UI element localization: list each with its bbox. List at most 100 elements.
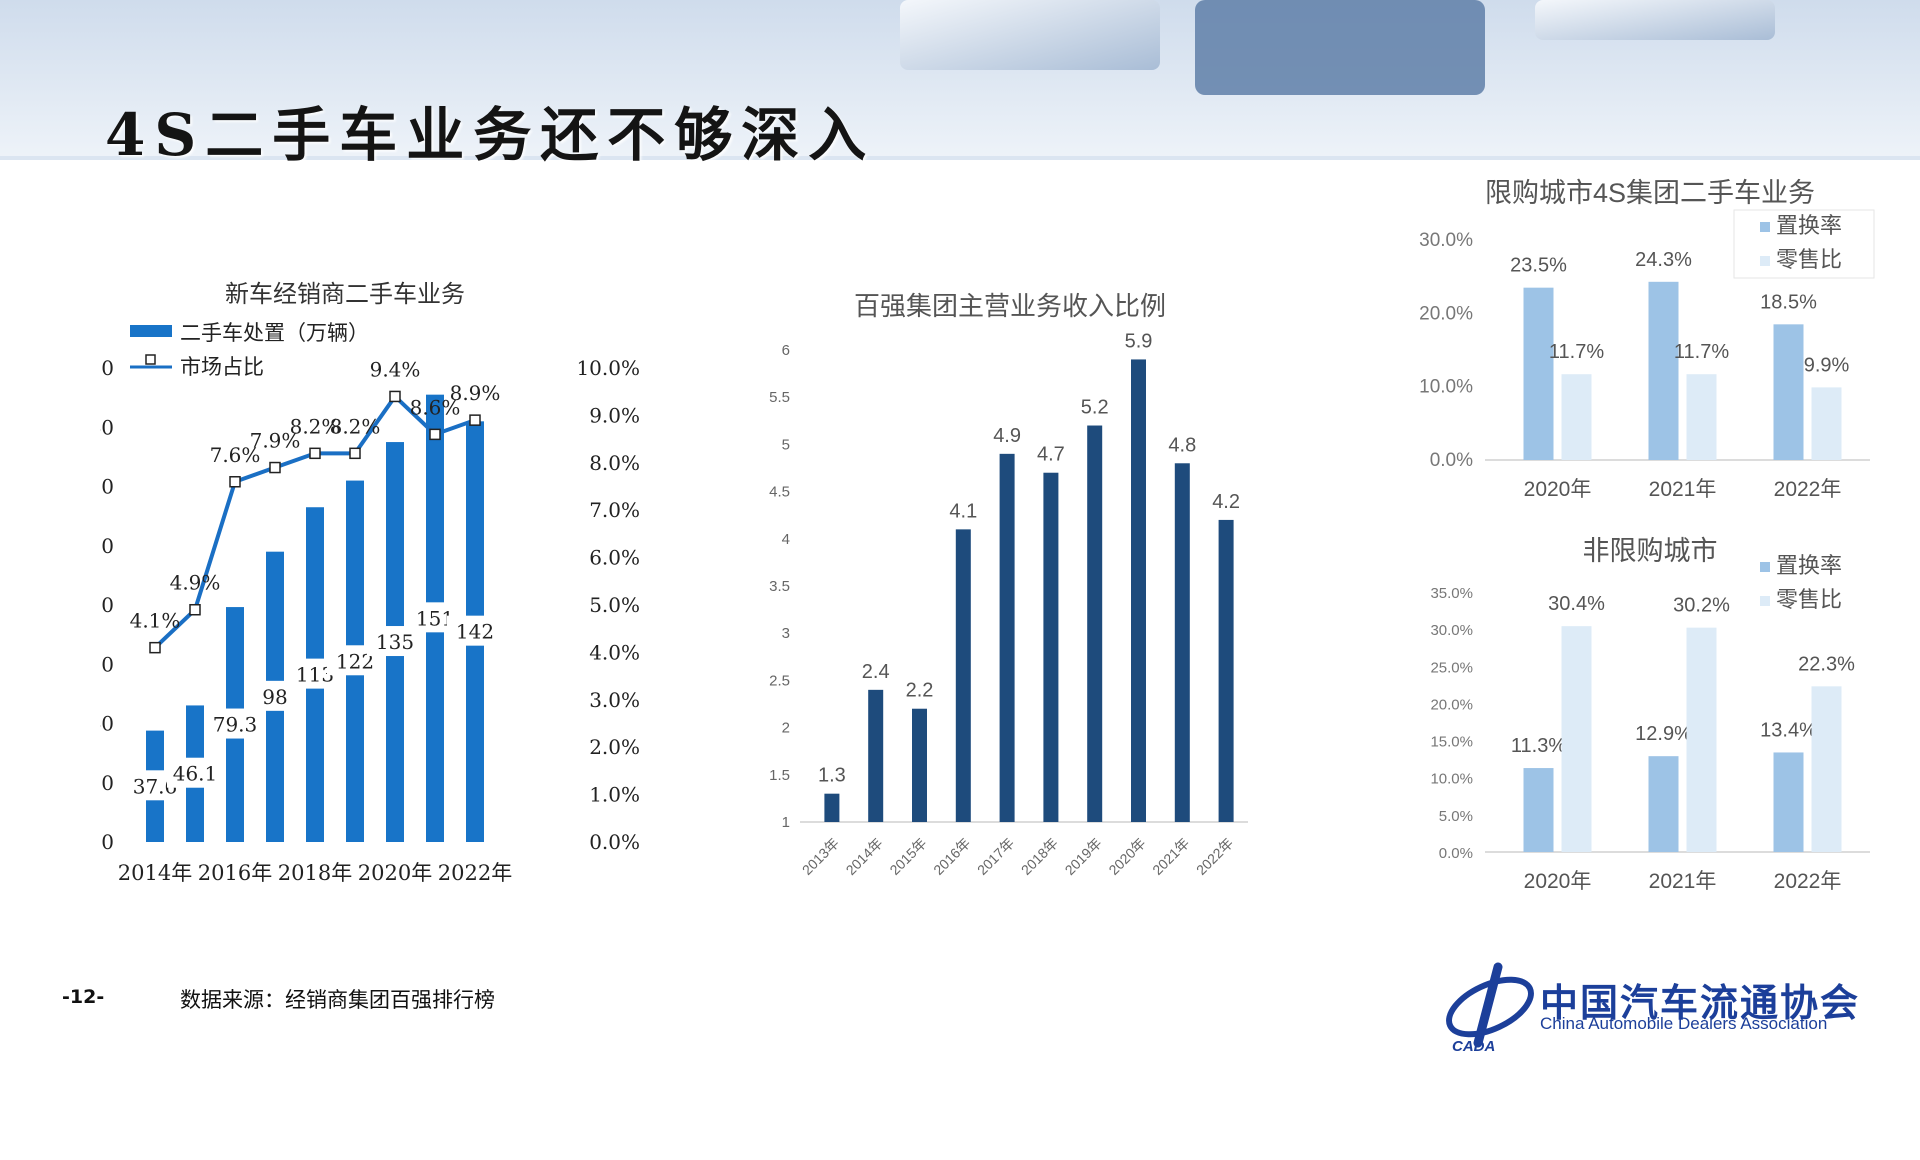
bar-data-label: 5.2 — [1081, 397, 1109, 419]
y-tick-label: 0.0% — [1439, 845, 1473, 862]
line-marker — [389, 390, 401, 403]
y-tick-label: 3.5 — [769, 578, 790, 595]
bar-label-bg — [167, 757, 223, 788]
legend-label: 置换率 — [1776, 553, 1842, 578]
y-tick-label: 5.0% — [1439, 808, 1473, 825]
bar-data-label: 1.3 — [818, 765, 846, 787]
bar — [1131, 359, 1146, 822]
chart-restricted-cities: 限购城市4S集团二手车业务 0.0% 10.0% 20.0% 30.0% 23.5% 11.… — [1419, 178, 1875, 500]
chart-title: 新车经销商二手车业务 — [225, 280, 465, 308]
y-tick-label: 20.0% — [1430, 696, 1473, 713]
bar — [1686, 374, 1717, 460]
bar — [1523, 768, 1554, 852]
bar-data-label: 12.9% — [1635, 723, 1692, 745]
legend-label: 二手车处置（万辆） — [180, 321, 369, 345]
y-right-tick-label: 4.0% — [589, 640, 640, 664]
y-tick-label: 2.5 — [769, 672, 790, 689]
x-tick-label: 2016年 — [198, 861, 272, 885]
chart-top100-revenue-ratio: 百强集团主营业务收入比例 1 1.5 2 2.5 3 3.5 4 4.5 5 5.5 6 1.3 2013… — [769, 291, 1248, 878]
chart-unrestricted-cities: 非限购城市 0.0% 5.0% 10.0% 15.0% 20.0% 25.0% 30.0% 35… — [1430, 536, 1870, 893]
bar — [912, 708, 927, 822]
y-tick-label: 3 — [782, 625, 790, 642]
bar — [999, 453, 1015, 822]
bar-data-label: 4.8 — [1168, 434, 1196, 456]
y-tick-label: 1 — [782, 814, 790, 831]
x-tick-label: 2020年 — [1524, 870, 1592, 893]
bar — [1561, 374, 1592, 460]
legend-swatch — [1760, 562, 1770, 572]
bar — [1811, 686, 1842, 852]
bar-data-label: 23.5% — [1510, 255, 1567, 277]
legend-swatch-bar — [130, 325, 172, 337]
y-right-tick-label: 9.0% — [589, 403, 640, 427]
x-tick-label: 2020年 — [358, 861, 432, 885]
y-right-tick-label: 2.0% — [589, 735, 640, 759]
bar-label-bg — [447, 615, 503, 646]
line-marker — [229, 476, 241, 488]
y-tick-label: 2 — [782, 720, 790, 737]
bar — [868, 689, 884, 822]
y-left-tick-label: 20 — [100, 771, 114, 795]
banner-cube-decoration — [1535, 0, 1775, 40]
org-name-en: China Automobile Dealers Association — [1540, 1014, 1828, 1033]
x-tick-label: 2018年 — [1018, 835, 1061, 878]
bar-data-label: 30.2% — [1673, 595, 1730, 617]
line-marker — [269, 461, 281, 474]
data-source-note: 数据来源：经销商集团百强排行榜 — [180, 988, 495, 1012]
bar-data-label: 2.2 — [906, 680, 934, 702]
legend-frame — [1733, 209, 1875, 279]
y-tick-label: 20.0% — [1419, 303, 1473, 324]
y-tick-label: 5.5 — [769, 389, 790, 406]
bar-data-label: 142 — [456, 620, 494, 644]
x-tick-label: 2022年 — [438, 861, 512, 885]
legend-label: 市场占比 — [180, 355, 264, 379]
bar-data-label: 4.9 — [993, 425, 1021, 447]
line-marker — [469, 414, 481, 426]
legend-swatch — [1760, 222, 1770, 232]
line-marker — [309, 447, 321, 460]
x-tick-label: 2021年 — [1649, 870, 1717, 893]
y-right-tick-label: 8.0% — [589, 451, 640, 475]
banner-cube-decoration — [1195, 0, 1485, 95]
y-right-tick-label: 1.0% — [589, 783, 640, 807]
page-number: -12- — [62, 986, 105, 1008]
line-marker — [429, 428, 441, 441]
y-tick-label: 5 — [782, 436, 790, 453]
chart-title: 非限购城市 — [1583, 536, 1718, 566]
bar-data-label: 2.4 — [862, 661, 890, 683]
x-tick-label: 2014年 — [843, 835, 886, 878]
bar — [1773, 752, 1804, 852]
line-data-label: 9.4% — [370, 357, 421, 381]
bar — [1811, 387, 1842, 460]
header-banner — [0, 0, 1920, 160]
x-tick-label: 2020年 — [1524, 478, 1592, 500]
x-tick-label: 2014年 — [118, 861, 192, 885]
legend-label: 零售比 — [1776, 247, 1842, 272]
y-left-tick-label: 80 — [100, 593, 114, 617]
y-tick-label: 15.0% — [1430, 734, 1473, 751]
chart-title: 百强集团主营业务收入比例 — [854, 291, 1166, 321]
y-tick-label: 35.0% — [1430, 585, 1473, 602]
x-tick-label: 2021年 — [1649, 478, 1717, 500]
bar-data-label: 18.5% — [1760, 291, 1817, 313]
bar-data-label: 135 — [376, 630, 414, 654]
x-tick-label: 2022年 — [1193, 835, 1236, 878]
bar-data-label: 4.2 — [1212, 491, 1240, 513]
bar — [1561, 626, 1592, 852]
x-tick-label: 2018年 — [278, 861, 352, 885]
line-marker — [349, 447, 361, 460]
bar-data-label: 46.1 — [173, 762, 218, 786]
bar — [1218, 519, 1234, 822]
y-tick-label: 4.5 — [769, 484, 790, 501]
logo-text: CADA — [1452, 1038, 1495, 1055]
bar — [955, 529, 971, 822]
bar — [1686, 627, 1717, 852]
y-tick-label: 1.5 — [769, 767, 790, 784]
bar-data-label: 11.3% — [1511, 735, 1566, 757]
line-marker — [189, 603, 201, 616]
bar-data-label: 79.3 — [213, 713, 258, 737]
y-tick-label: 10.0% — [1430, 771, 1473, 788]
banner-cube-decoration — [900, 0, 1160, 70]
x-tick-label: 2020年 — [1105, 835, 1148, 878]
